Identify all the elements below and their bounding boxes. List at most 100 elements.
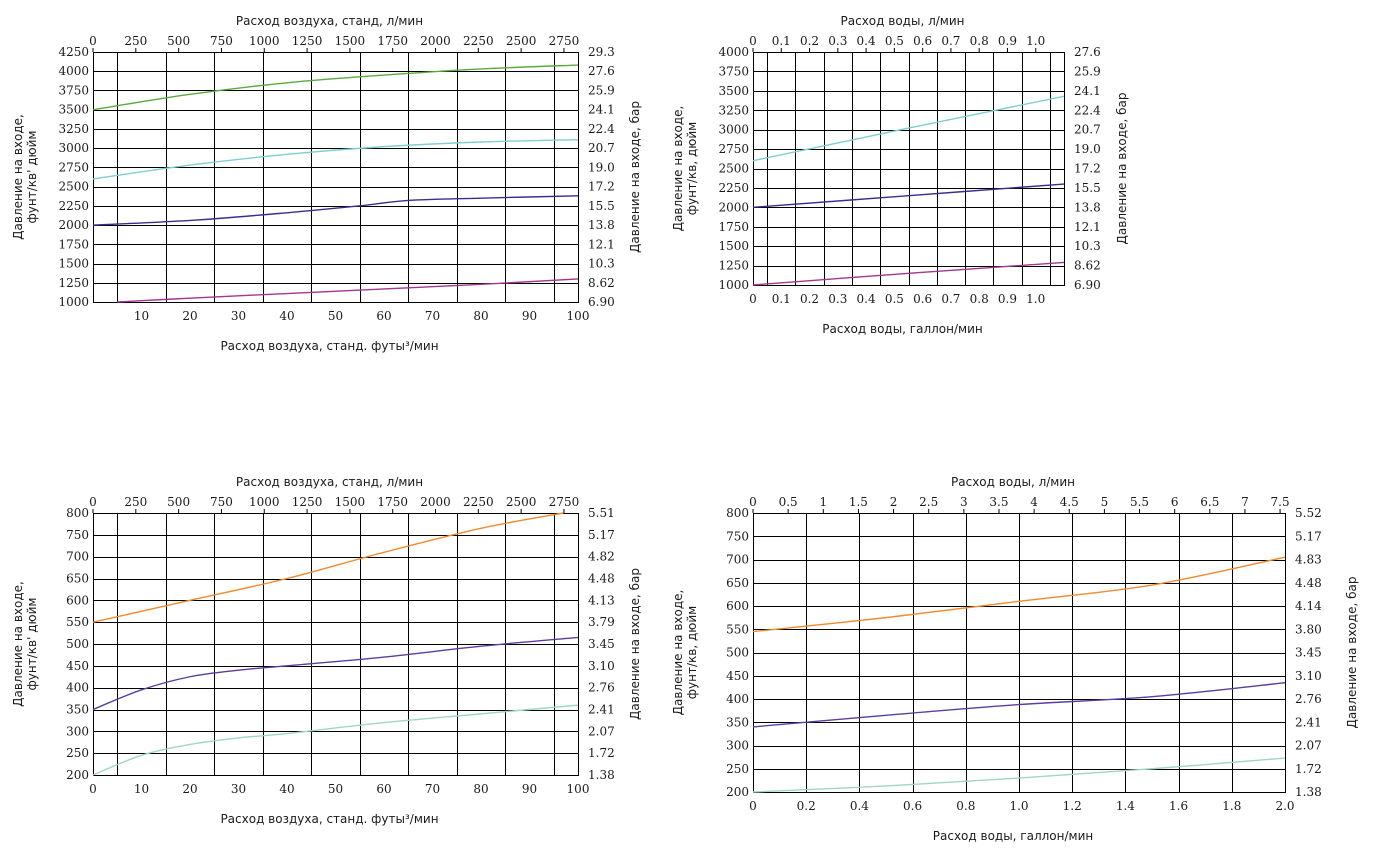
x2-tick-label: 5.5 bbox=[1130, 495, 1149, 509]
x2-tick-label: 250 bbox=[124, 34, 147, 48]
x2-tick-label: 0 bbox=[749, 495, 757, 509]
x-tick-label: 30 bbox=[231, 309, 246, 323]
x2-tick-label: 2000 bbox=[420, 34, 451, 48]
y2-tick-label: 1.38 bbox=[588, 768, 615, 782]
x-tick-label: 0.8 bbox=[956, 799, 975, 813]
x-tick-label: 10 bbox=[134, 309, 149, 323]
x2-tick-label: 0.9 bbox=[998, 34, 1017, 48]
x2-axis-title: Расход воздуха, станд, л/мин bbox=[236, 475, 423, 489]
x-tick-label: 90 bbox=[522, 782, 537, 796]
y-tick-label: 2250 bbox=[58, 199, 89, 213]
y-tick-label: 450 bbox=[726, 669, 749, 683]
y2-tick-label: 5.52 bbox=[1295, 506, 1322, 520]
y-tick-label: 600 bbox=[66, 593, 89, 607]
x-tick-label: 0 bbox=[749, 292, 757, 306]
y2-tick-label: 4.48 bbox=[588, 572, 615, 586]
x2-tick-label: 0.4 bbox=[857, 34, 876, 48]
y2-tick-label: 8.62 bbox=[1074, 259, 1101, 273]
x2-axis-title: Расход воды, л/мин bbox=[951, 475, 1075, 489]
x-tick-label: 2.0 bbox=[1275, 799, 1294, 813]
y2-tick-label: 19.0 bbox=[588, 160, 615, 174]
y-tick-label: 200 bbox=[726, 785, 749, 799]
x-tick-label: 1.2 bbox=[1063, 799, 1082, 813]
y2-tick-label: 5.17 bbox=[1295, 529, 1322, 543]
x2-tick-label: 4 bbox=[1030, 495, 1038, 509]
x2-tick-label: 1250 bbox=[292, 495, 323, 509]
y2-tick-label: 24.1 bbox=[1074, 84, 1101, 98]
x2-tick-label: 2000 bbox=[420, 495, 451, 509]
y2-tick-label: 1.72 bbox=[1295, 762, 1322, 776]
y-tick-label: 800 bbox=[726, 506, 749, 520]
y-axis-title-line-1: Давление на входе, bbox=[671, 106, 685, 232]
y-axis-title-line-1: Давление на входе, bbox=[11, 114, 25, 240]
y2-tick-label: 3.10 bbox=[1295, 669, 1322, 683]
y2-tick-label: 3.45 bbox=[1295, 646, 1322, 660]
x2-tick-label: 6.5 bbox=[1200, 495, 1219, 509]
series-line-orange bbox=[92, 512, 564, 623]
y2-tick-label: 3.80 bbox=[1295, 622, 1322, 636]
y2-axis-title: Давление на входе, бар bbox=[628, 568, 642, 720]
y2-tick-label: 1.72 bbox=[588, 746, 615, 760]
y-tick-label: 450 bbox=[66, 659, 89, 673]
y-tick-label: 750 bbox=[66, 528, 89, 542]
y2-tick-label: 12.1 bbox=[588, 237, 615, 251]
y-tick-label: 500 bbox=[66, 637, 89, 651]
y-tick-label: 1750 bbox=[718, 220, 749, 234]
plot-frame bbox=[93, 513, 579, 776]
y2-tick-label: 13.8 bbox=[1074, 200, 1101, 214]
series-line-navy bbox=[752, 183, 1065, 209]
y-tick-label: 2000 bbox=[58, 218, 89, 232]
y-axis-title: Давление на входе,фунт/кв, дюйм bbox=[671, 106, 699, 232]
x2-tick-label: 750 bbox=[210, 495, 233, 509]
y-tick-label: 4250 bbox=[58, 45, 89, 59]
y-tick-label: 3000 bbox=[718, 123, 749, 137]
x-tick-label: 30 bbox=[231, 782, 246, 796]
x2-tick-label: 0.1 bbox=[772, 34, 791, 48]
series-line-purple bbox=[752, 682, 1286, 728]
x2-tick-label: 7.5 bbox=[1271, 495, 1290, 509]
x-tick-label: 0.9 bbox=[998, 292, 1017, 306]
x2-tick-label: 1000 bbox=[249, 34, 280, 48]
y2-tick-label: 2.07 bbox=[588, 724, 615, 738]
y-tick-label: 3250 bbox=[58, 122, 89, 136]
y2-tick-label: 6.90 bbox=[1074, 278, 1101, 292]
y2-tick-label: 19.0 bbox=[1074, 142, 1101, 156]
x2-tick-label: 6 bbox=[1171, 495, 1179, 509]
y2-tick-label: 29.3 bbox=[588, 45, 615, 59]
x2-tick-label: 1500 bbox=[335, 495, 366, 509]
x-tick-label: 0.4 bbox=[857, 292, 876, 306]
x2-tick-label: 2250 bbox=[463, 495, 494, 509]
y-tick-label: 3250 bbox=[718, 103, 749, 117]
x-tick-label: 40 bbox=[279, 309, 294, 323]
y2-tick-label: 17.2 bbox=[1074, 162, 1101, 176]
y-tick-label: 3750 bbox=[718, 64, 749, 78]
x-tick-label: 20 bbox=[182, 309, 197, 323]
y-tick-label: 350 bbox=[726, 715, 749, 729]
y-tick-label: 1750 bbox=[58, 237, 89, 251]
plot-frame bbox=[753, 513, 1286, 793]
y2-tick-label: 20.7 bbox=[588, 141, 615, 155]
y2-tick-label: 4.14 bbox=[1295, 599, 1322, 613]
x-tick-label: 0.4 bbox=[850, 799, 869, 813]
y-tick-label: 2000 bbox=[718, 200, 749, 214]
y2-axis-title: Давление на входе, бар bbox=[1345, 577, 1359, 729]
x2-tick-label: 1 bbox=[819, 495, 827, 509]
x2-tick-label: 0.6 bbox=[913, 34, 932, 48]
y-tick-label: 250 bbox=[66, 746, 89, 760]
x-axis-title: Расход воздуха, станд. футы³/мин bbox=[220, 339, 438, 353]
y-tick-label: 1250 bbox=[718, 259, 749, 273]
series-line-cyan bbox=[752, 95, 1065, 162]
x2-tick-label: 7 bbox=[1241, 495, 1249, 509]
x-tick-label: 0.6 bbox=[903, 799, 922, 813]
x2-tick-label: 2.5 bbox=[919, 495, 938, 509]
x2-tick-label: 500 bbox=[167, 34, 190, 48]
y-tick-label: 750 bbox=[726, 529, 749, 543]
y-axis-title: Давление на входе,фунт/кв' дюйм bbox=[11, 581, 39, 707]
x2-tick-label: 1750 bbox=[377, 495, 408, 509]
x-axis-title: Расход воды, галлон/мин bbox=[933, 829, 1093, 843]
x2-tick-label: 1.0 bbox=[1026, 34, 1045, 48]
x2-tick-label: 1750 bbox=[377, 34, 408, 48]
x2-tick-label: 2500 bbox=[506, 495, 537, 509]
y2-tick-label: 27.6 bbox=[1074, 45, 1101, 59]
